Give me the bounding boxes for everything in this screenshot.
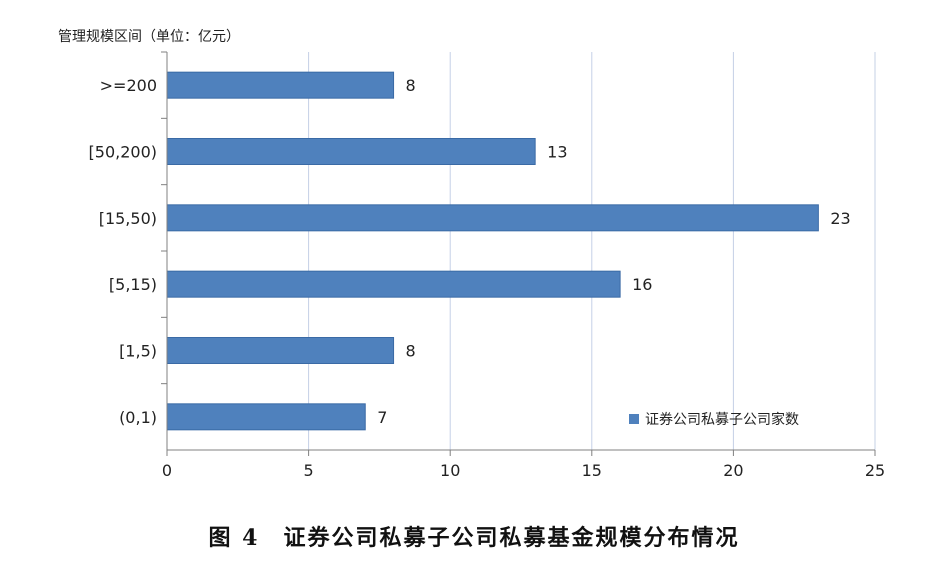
legend-swatch (629, 414, 639, 424)
category-label-4: [1,5) (119, 342, 157, 361)
value-label-1: 13 (547, 143, 567, 162)
bar-0 (166, 71, 395, 99)
value-label-0: 8 (406, 76, 416, 95)
value-label-5: 7 (377, 408, 387, 427)
y-axis-title: 管理规模区间（单位：亿元） (58, 29, 240, 45)
bar-1 (166, 138, 536, 165)
x-tick-label-0: 0 (162, 461, 172, 480)
bar-4 (166, 337, 395, 364)
category-label-3: [5,15) (109, 275, 157, 294)
bar-5 (166, 403, 366, 431)
bar-chart: 管理规模区间（单位：亿元） 8 13 23 16 8 7 >=200 [50,200) [15… (58, 29, 885, 480)
x-tick-label-1: 5 (304, 461, 314, 480)
gridlines (308, 52, 876, 450)
bars: 8 13 23 16 8 7 (166, 71, 851, 431)
bar-3 (166, 270, 621, 298)
value-label-3: 16 (632, 275, 652, 294)
x-tick-label-4: 20 (723, 461, 743, 480)
category-label-0: >=200 (100, 76, 157, 95)
legend-label: 证券公司私募子公司家数 (645, 411, 799, 428)
value-label-4: 8 (406, 342, 416, 361)
x-tick-label-5: 25 (865, 461, 885, 480)
x-tick-label-3: 15 (582, 461, 602, 480)
axes: >=200 [50,200) [15,50) [5,15) [1,5) (0,1) 0 5 10… (89, 51, 885, 480)
category-label-2: [15,50) (99, 209, 157, 228)
figure-caption: 图 4 证券公司私募子公司私募基金规模分布情况 (208, 525, 740, 551)
x-tick-label-2: 10 (440, 461, 460, 480)
category-label-1: [50,200) (89, 143, 157, 162)
bar-2 (166, 204, 819, 232)
category-label-5: (0,1) (119, 408, 157, 427)
value-label-2: 23 (830, 209, 850, 228)
legend: 证券公司私募子公司家数 (629, 411, 799, 428)
